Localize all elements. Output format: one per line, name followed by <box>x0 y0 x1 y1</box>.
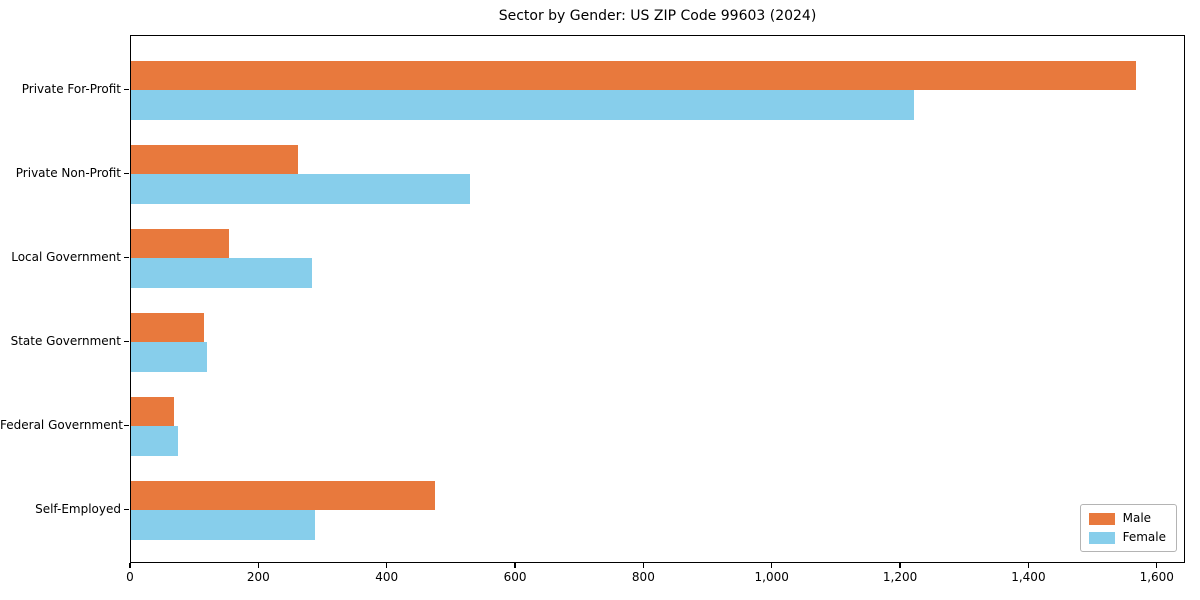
bar-male-3 <box>131 228 230 258</box>
y-tick-mark <box>124 508 129 510</box>
x-tick-label: 1,400 <box>1011 570 1046 584</box>
y-tick-mark <box>124 256 129 258</box>
legend-swatch-female <box>1088 531 1115 544</box>
bar-female-4 <box>131 342 208 372</box>
bar-female-5 <box>131 426 178 456</box>
bar-male-5 <box>131 396 174 426</box>
bar-female-2 <box>131 174 471 204</box>
legend-item-male: Male <box>1088 511 1166 525</box>
legend-label: Male <box>1122 511 1152 525</box>
x-tick-label: 400 <box>375 570 399 584</box>
legend-swatch-male <box>1088 512 1115 525</box>
x-tick-label: 1,200 <box>882 570 918 584</box>
x-tick-mark <box>771 563 773 568</box>
x-tick-label: 200 <box>246 570 270 584</box>
legend-item-female: Female <box>1088 530 1166 544</box>
bars-layer <box>131 36 1184 562</box>
bar-female-1 <box>131 90 914 120</box>
y-tick-label: Local Government <box>11 250 121 264</box>
x-tick-mark <box>642 563 645 568</box>
x-tick-mark <box>257 563 260 568</box>
x-tick-label: 1,600 <box>1139 570 1174 584</box>
bar-male-1 <box>131 60 1136 90</box>
legend-label: Female <box>1122 530 1166 544</box>
x-tick-mark <box>129 563 131 568</box>
x-tick-mark <box>1156 563 1158 568</box>
bar-male-4 <box>131 312 205 342</box>
y-tick-label: Federal Government <box>0 418 123 432</box>
bar-male-2 <box>131 144 299 174</box>
y-tick-mark <box>124 340 129 342</box>
x-tick-mark <box>386 563 388 568</box>
bar-female-6 <box>131 510 316 540</box>
x-tick-mark <box>899 563 901 568</box>
x-tick-label: 800 <box>631 570 655 584</box>
x-tick-label: 1,000 <box>754 570 789 584</box>
bar-female-3 <box>131 258 312 288</box>
x-tick-label: 600 <box>503 570 527 584</box>
x-tick-label: 0 <box>126 570 134 584</box>
y-tick-mark <box>124 172 129 174</box>
x-tick-mark <box>514 563 516 568</box>
bar-male-6 <box>131 480 436 510</box>
y-tick-label: Private For-Profit <box>21 82 121 96</box>
y-tick-label: Private Non-Profit <box>15 166 121 180</box>
chart-title: Sector by Gender: US ZIP Code 99603 (202… <box>498 8 817 24</box>
x-tick-mark <box>1027 563 1030 568</box>
plot-area: Male Female <box>130 35 1185 563</box>
y-tick-label: Self-Employed <box>35 502 121 516</box>
y-tick-label: State Government <box>10 334 121 348</box>
y-tick-mark <box>124 424 129 426</box>
legend: Male Female <box>1079 504 1177 552</box>
y-tick-mark <box>124 88 129 90</box>
